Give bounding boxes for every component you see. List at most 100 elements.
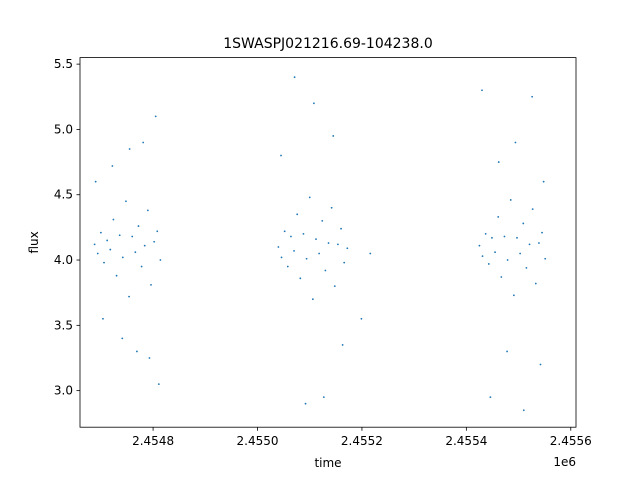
data-point bbox=[128, 148, 131, 150]
data-point bbox=[286, 265, 289, 268]
y-axis-ticks: 3.0 3.5 4.0 4.5 5.0 5.5 bbox=[54, 57, 80, 398]
data-point bbox=[102, 317, 104, 320]
data-point bbox=[283, 230, 286, 233]
y-tick-label: 4.5 bbox=[54, 188, 73, 202]
data-point bbox=[531, 208, 534, 211]
data-point bbox=[156, 230, 159, 233]
data-point bbox=[111, 165, 114, 167]
data-point bbox=[99, 231, 102, 234]
data-point bbox=[94, 180, 97, 183]
data-point bbox=[121, 337, 124, 340]
data-point bbox=[296, 213, 299, 216]
x-tick-label: 2.4548 bbox=[132, 434, 174, 448]
data-point bbox=[103, 261, 105, 264]
y-tick-label: 3.5 bbox=[54, 318, 73, 332]
data-point bbox=[311, 298, 314, 301]
data-point bbox=[341, 344, 344, 346]
data-point bbox=[503, 235, 506, 238]
data-point bbox=[491, 236, 493, 239]
data-point bbox=[277, 246, 280, 248]
data-point bbox=[544, 257, 547, 260]
data-point bbox=[125, 200, 127, 203]
data-point bbox=[327, 242, 330, 244]
data-point bbox=[506, 350, 508, 353]
data-point bbox=[128, 295, 130, 298]
data-point bbox=[322, 396, 325, 399]
data-point bbox=[313, 102, 315, 105]
data-point bbox=[512, 294, 515, 297]
data-point bbox=[489, 396, 492, 399]
data-point bbox=[514, 141, 517, 144]
data-point bbox=[148, 357, 151, 359]
chart-title: 1SWASPJ021216.69-104238.0 bbox=[223, 36, 432, 52]
data-point bbox=[137, 225, 140, 227]
data-point bbox=[96, 252, 99, 255]
x-tick-label: 2.4556 bbox=[550, 434, 592, 448]
data-point bbox=[318, 252, 321, 255]
data-point bbox=[481, 89, 483, 92]
data-point bbox=[369, 252, 372, 255]
y-tick-label: 5.5 bbox=[54, 57, 73, 71]
data-point bbox=[157, 383, 160, 385]
data-point bbox=[115, 274, 118, 277]
x-axis-offset-label: 1e6 bbox=[553, 455, 576, 469]
data-point bbox=[293, 76, 296, 79]
data-point bbox=[333, 285, 336, 288]
data-point bbox=[121, 256, 124, 259]
data-point bbox=[134, 251, 137, 254]
data-point bbox=[150, 283, 152, 286]
data-point bbox=[360, 317, 363, 320]
data-point bbox=[528, 243, 531, 246]
data-point bbox=[112, 218, 115, 221]
data-point bbox=[525, 266, 528, 269]
y-tick-label: 3.0 bbox=[54, 384, 73, 398]
plot-frame bbox=[79, 57, 577, 428]
data-point bbox=[299, 277, 302, 280]
data-point bbox=[534, 282, 537, 285]
data-point bbox=[280, 154, 282, 157]
data-point bbox=[146, 209, 149, 212]
data-point bbox=[542, 180, 545, 183]
y-tick-label: 5.0 bbox=[54, 122, 73, 136]
data-point bbox=[305, 257, 308, 260]
data-point bbox=[131, 235, 134, 238]
data-point bbox=[143, 244, 146, 247]
data-point bbox=[519, 252, 522, 255]
data-point bbox=[538, 242, 540, 244]
data-point bbox=[487, 263, 490, 265]
data-point bbox=[332, 135, 335, 137]
data-point bbox=[321, 219, 324, 222]
data-point bbox=[293, 249, 295, 252]
x-axis-label: time bbox=[314, 456, 341, 470]
data-point bbox=[315, 238, 317, 241]
data-point bbox=[280, 256, 283, 259]
data-point bbox=[109, 248, 112, 251]
data-point bbox=[340, 227, 342, 230]
data-point bbox=[308, 196, 311, 199]
data-point bbox=[153, 240, 156, 243]
data-point bbox=[509, 199, 512, 201]
data-point bbox=[531, 95, 534, 98]
data-point bbox=[136, 350, 138, 353]
data-point bbox=[522, 409, 525, 412]
data-point bbox=[324, 269, 327, 272]
data-point bbox=[304, 402, 307, 405]
data-point bbox=[106, 239, 109, 242]
x-axis-ticks: 2.4548 2.4550 2.4552 2.4554 2.4556 bbox=[132, 427, 592, 448]
data-point bbox=[302, 233, 305, 235]
x-tick-label: 2.4554 bbox=[445, 434, 487, 448]
data-point bbox=[522, 222, 525, 225]
data-point bbox=[142, 141, 145, 144]
data-point bbox=[343, 261, 346, 264]
data-point bbox=[500, 276, 503, 278]
data-point bbox=[516, 236, 518, 239]
data-point bbox=[159, 259, 162, 261]
data-point bbox=[154, 115, 157, 118]
data-point bbox=[118, 234, 121, 237]
x-tick-label: 2.4552 bbox=[341, 434, 383, 448]
x-tick-label: 2.4550 bbox=[237, 434, 279, 448]
data-point bbox=[290, 235, 292, 238]
data-point bbox=[541, 231, 543, 234]
data-point bbox=[346, 247, 349, 250]
